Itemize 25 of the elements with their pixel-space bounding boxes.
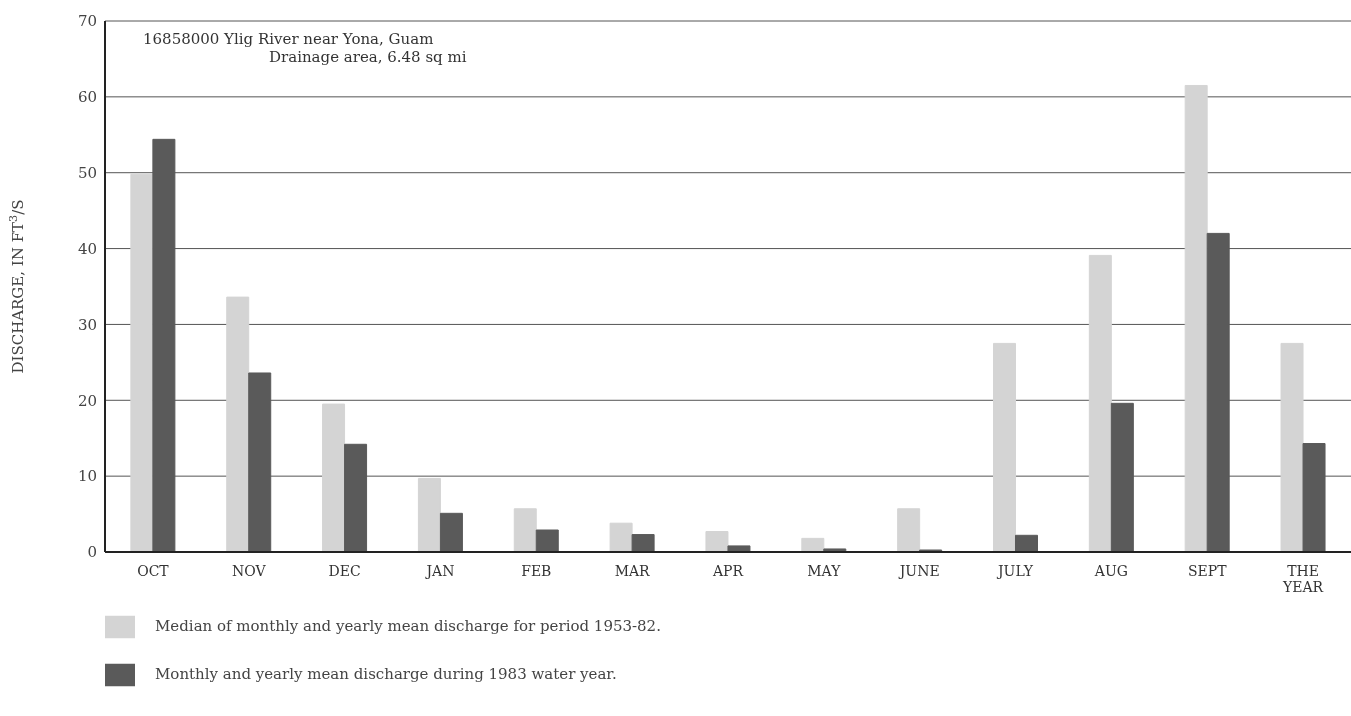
legend-label: Monthly and yearly mean discharge during 1983 water year. <box>155 665 617 683</box>
x-tick-label: MAR <box>614 563 651 579</box>
legend-label: Median of monthly and yearly mean discharge for period 1953-82. <box>155 617 661 635</box>
y-tick-label: 20 <box>77 391 97 410</box>
x-tick-label: DEC <box>328 563 361 579</box>
x-tick-label: THE YEAR <box>1282 563 1324 595</box>
x-tick-label: MAY <box>807 563 842 579</box>
y-tick-label: 70 <box>77 12 97 31</box>
x-tick-label: APR <box>711 563 744 579</box>
text: Drainage area, 6.48 sq mi <box>268 48 467 66</box>
x-tick-label: JULY <box>996 563 1034 579</box>
x-tick-label: JAN <box>424 563 455 579</box>
x-tick-label: NOV <box>231 563 267 579</box>
x-tick-label: FEB <box>521 563 552 579</box>
y-tick-label: 30 <box>77 315 97 334</box>
y-tick-label: 60 <box>77 88 97 107</box>
y-tick-label: 10 <box>77 467 97 486</box>
x-tick-label: AUG <box>1093 563 1128 579</box>
y-tick-label: 50 <box>77 164 97 183</box>
text: 16858000 Ylig River near Yona, Guam <box>143 30 435 48</box>
y-tick-label: 40 <box>77 239 97 258</box>
x-tick-label: SEPT <box>1187 563 1228 579</box>
x-tick-label: OCT <box>137 563 170 579</box>
y-tick-label: 0 <box>87 543 97 562</box>
x-tick-label: JUNE <box>897 563 940 579</box>
